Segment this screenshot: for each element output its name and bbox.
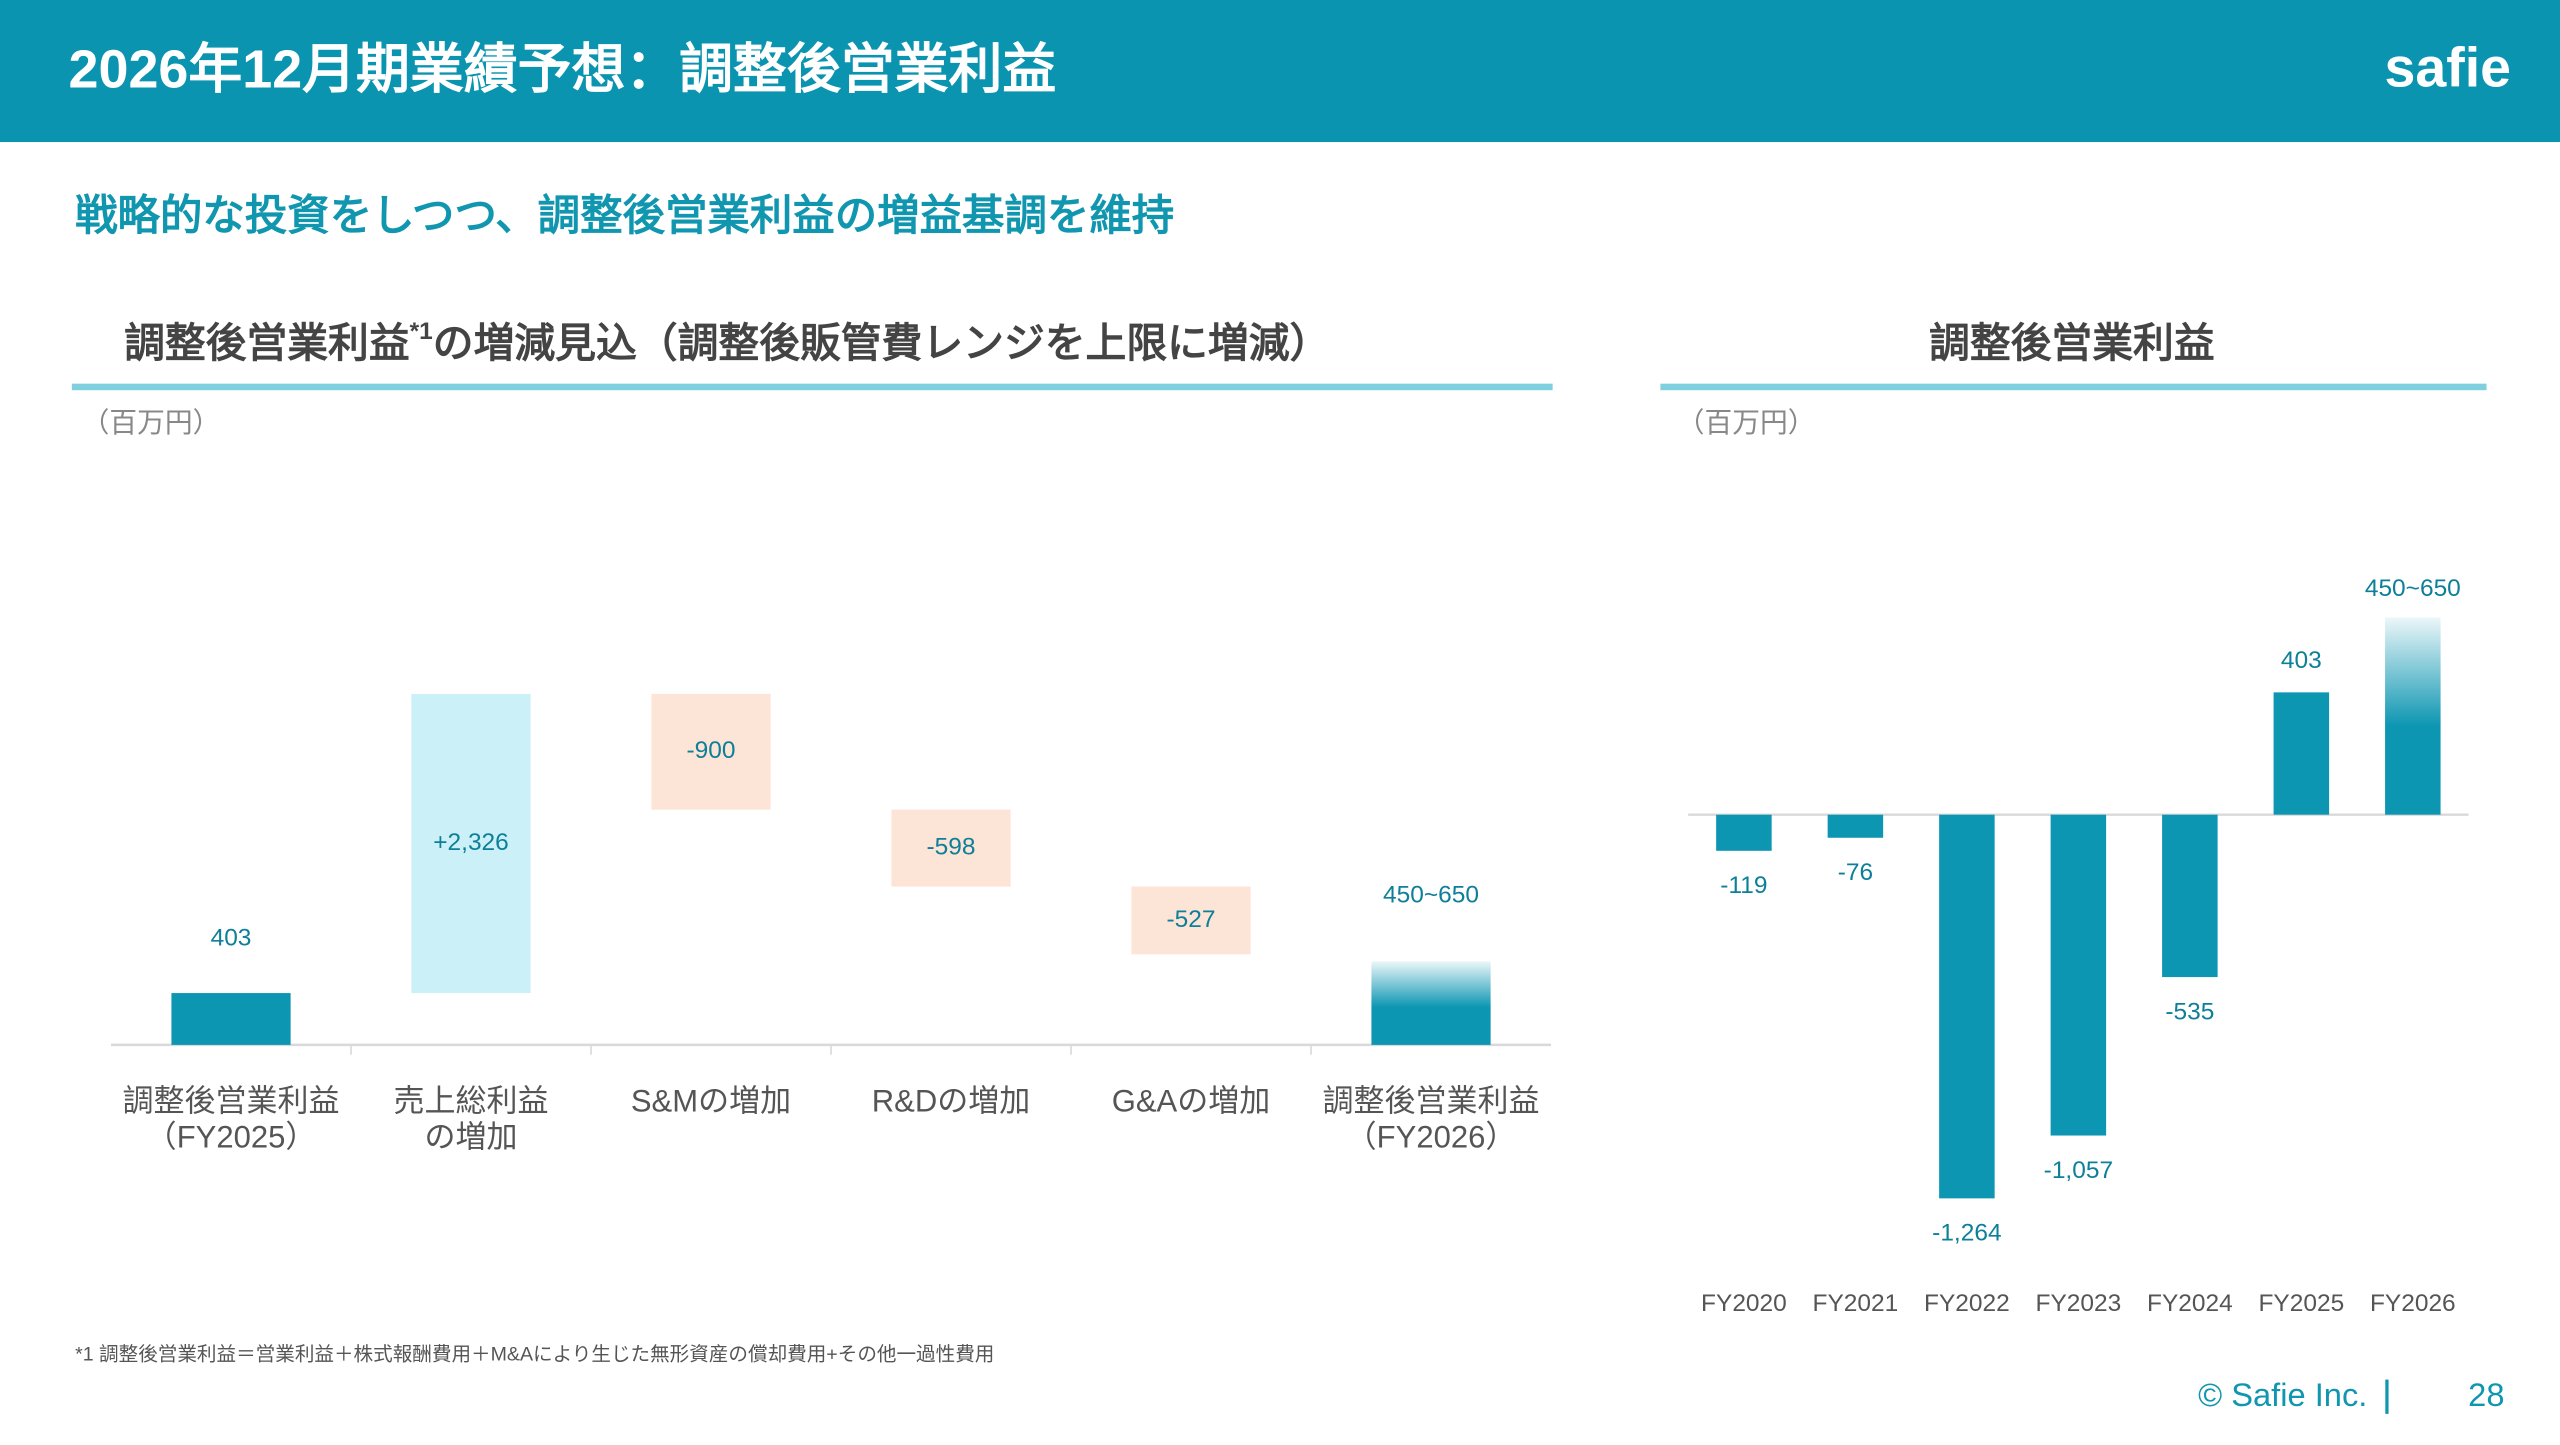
label-line: 調整後営業利益 xyxy=(122,1084,339,1119)
label-line: S&Mの増加 xyxy=(631,1084,791,1119)
x-tick-label: 調整後営業利益（FY2025） xyxy=(122,1084,339,1155)
bar xyxy=(1939,814,1995,1199)
label-line: （FY2026） xyxy=(1346,1120,1517,1155)
label-line: G&Aの増加 xyxy=(1112,1084,1271,1119)
x-tick-label: S&Mの増加 xyxy=(631,1084,791,1119)
forecast-bar xyxy=(1371,961,1491,1045)
label-line: の増加 xyxy=(424,1120,517,1155)
label-line: 調整後営業利益 xyxy=(1322,1084,1539,1119)
value-label: -900 xyxy=(687,737,736,764)
x-tick-label: 調整後営業利益（FY2026） xyxy=(1322,1084,1539,1155)
x-tick-label: FY2025 xyxy=(2258,1290,2344,1317)
x-tick-label: FY2023 xyxy=(2036,1290,2122,1317)
page-title: 2026年12月期業績予想：調整後営業利益 xyxy=(69,40,1057,100)
unit-label: （百万円） xyxy=(82,407,221,438)
copyright: © Safie Inc. xyxy=(2198,1376,2367,1413)
value-label: -598 xyxy=(927,834,976,861)
value-label: +2,326 xyxy=(433,829,509,856)
bar xyxy=(1716,814,1772,851)
bar xyxy=(171,993,291,1045)
bar xyxy=(2162,814,2218,978)
value-label: -119 xyxy=(1720,872,1767,899)
footnote: *1 調整後営業利益＝営業利益＋株式報酬費用＋M&Aにより生じた無形資産の償却費… xyxy=(75,1343,994,1365)
panel-title-rest: の増減見込（調整後販管費レンジを上限に増減） xyxy=(433,320,1331,366)
bar xyxy=(1827,814,1884,838)
bar xyxy=(891,809,1011,887)
bar xyxy=(2050,814,2107,1136)
x-tick-label: FY2020 xyxy=(1701,1290,1787,1317)
logo: safie xyxy=(2385,36,2512,98)
unit-label: （百万円） xyxy=(1677,407,1816,438)
value-label: -535 xyxy=(2165,998,2214,1025)
value-label: 450~650 xyxy=(1383,881,1479,908)
value-label: 403 xyxy=(2281,647,2322,674)
x-tick-label: FY2021 xyxy=(1813,1290,1899,1317)
page-number: 28 xyxy=(2468,1376,2504,1413)
panel-title-note: *1 xyxy=(410,319,433,346)
panel-title-main: 調整後営業利益 xyxy=(124,320,410,366)
x-tick-label: FY2022 xyxy=(1924,1290,2010,1317)
panel-title: 調整後営業利益*1の増減見込（調整後販管費レンジを上限に増減） xyxy=(124,319,1330,366)
x-tick-label: 売上総利益の増加 xyxy=(393,1084,548,1155)
x-tick-label: R&Dの増加 xyxy=(872,1084,1031,1119)
bar xyxy=(1131,886,1251,955)
panel-title: 調整後営業利益 xyxy=(1929,320,2215,366)
forecast-bar xyxy=(2385,617,2441,815)
label-line: 売上総利益 xyxy=(393,1084,548,1119)
x-tick-label: FY2024 xyxy=(2147,1290,2233,1317)
x-tick-label: FY2026 xyxy=(2370,1290,2456,1317)
label-line: R&Dの増加 xyxy=(872,1084,1031,1119)
bar xyxy=(411,693,531,994)
value-label: -76 xyxy=(1838,859,1873,886)
value-label: -527 xyxy=(1167,906,1216,933)
bar xyxy=(2273,692,2330,815)
panel-underline xyxy=(1660,383,2487,391)
header-band xyxy=(0,0,2560,143)
value-label: -1,264 xyxy=(1932,1220,2001,1247)
bar xyxy=(651,693,771,810)
value-label: -1,057 xyxy=(2044,1157,2113,1184)
x-tick-label: G&Aの増加 xyxy=(1112,1084,1271,1119)
subtitle: 戦略的な投資をしつつ、調整後営業利益の増益基調を維持 xyxy=(75,192,1174,239)
panel-underline xyxy=(71,383,1553,391)
value-label: 403 xyxy=(211,925,252,952)
label-line: （FY2025） xyxy=(146,1120,317,1155)
value-label: 450~650 xyxy=(2365,575,2461,602)
